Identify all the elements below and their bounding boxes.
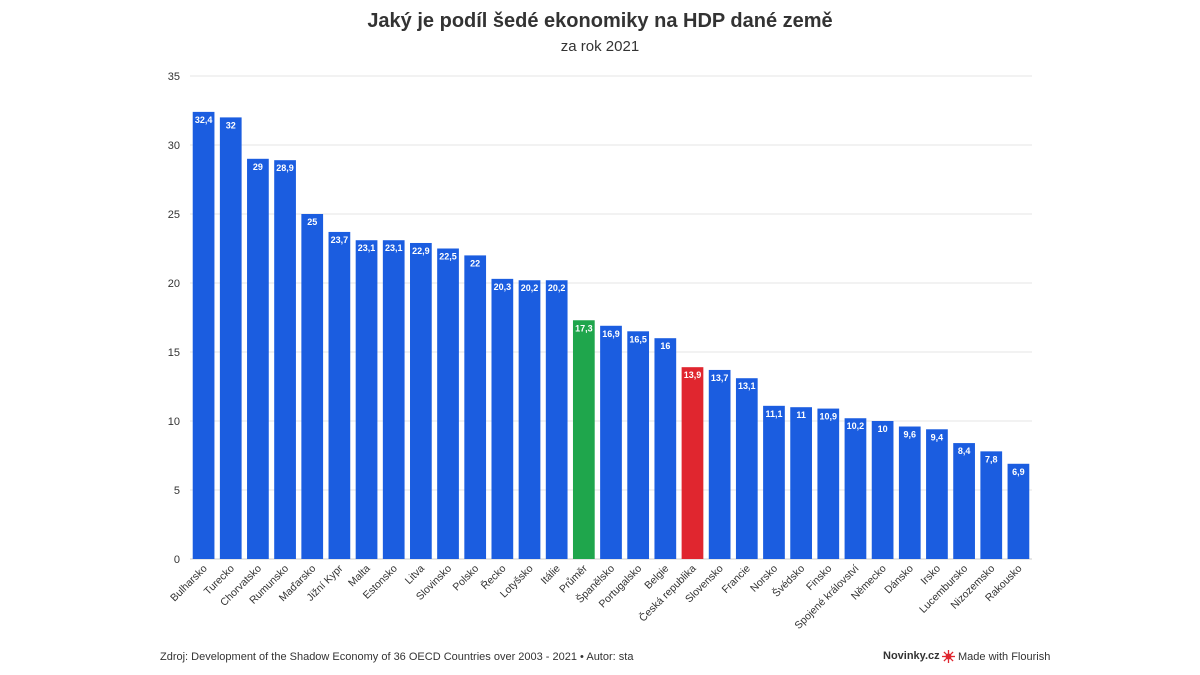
- flourish-label: Made with Flourish: [958, 650, 1051, 663]
- data-label: 20,2: [521, 283, 539, 293]
- bar: [844, 418, 867, 559]
- x-tick-label: Itálie: [539, 563, 563, 587]
- data-label: 10,2: [847, 421, 865, 431]
- data-label: 11,1: [765, 409, 782, 419]
- chart-subtitle: za rok 2021: [560, 38, 640, 55]
- y-tick-label: 15: [168, 347, 180, 359]
- data-label: 22,5: [439, 252, 457, 262]
- data-label: 32: [226, 120, 236, 130]
- bar: [410, 242, 432, 560]
- bar: [763, 405, 785, 559]
- bar: [545, 280, 568, 559]
- y-tick-label: 35: [168, 71, 180, 83]
- bar: [708, 369, 731, 559]
- x-tick-label: Polsko: [451, 563, 482, 594]
- category-labels: BulharskoTureckoChorvatskoRumunskoMaďars…: [168, 562, 1024, 632]
- data-label: 10,9: [820, 412, 838, 422]
- bar: [301, 214, 324, 559]
- bars: [192, 111, 1030, 560]
- bar: [735, 378, 758, 559]
- bar: [681, 367, 704, 559]
- data-label: 20,3: [494, 282, 512, 292]
- x-tick-label: Litva: [403, 563, 427, 587]
- data-label: 32,4: [195, 115, 213, 125]
- y-tick-label: 0: [174, 554, 180, 566]
- data-label: 23,1: [358, 243, 376, 253]
- data-label: 16,5: [629, 334, 647, 344]
- flourish-burst-icon: [942, 650, 955, 663]
- data-label: 29: [253, 162, 263, 172]
- bar: [491, 278, 514, 559]
- data-label: 23,7: [331, 235, 349, 245]
- bar: [627, 331, 650, 559]
- brand-link[interactable]: Novinky.cz: [883, 650, 940, 662]
- bar: [953, 443, 975, 559]
- data-label: 7,8: [985, 454, 998, 464]
- bar: [926, 429, 948, 559]
- data-label: 8,4: [958, 446, 971, 456]
- x-tick-label: Dánsko: [882, 563, 916, 597]
- bar: [600, 325, 622, 559]
- bar: [871, 421, 894, 559]
- data-label: 22,9: [412, 246, 430, 256]
- data-label: 9,6: [904, 430, 917, 440]
- value-labels: 32,4 32 29 28,9 25 23,7 23,1 23,1 22,9 22,5 22 20,3…: [195, 115, 1025, 477]
- data-label: 25: [307, 217, 317, 227]
- flourish-link[interactable]: Made with Flourish: [942, 650, 1050, 663]
- bar: [464, 255, 487, 559]
- data-label: 20,2: [548, 283, 566, 293]
- bar: [980, 451, 1003, 559]
- data-label: 22: [470, 258, 480, 268]
- data-label: 17,3: [575, 323, 593, 333]
- x-tick-label: Bulharsko: [168, 563, 210, 605]
- bar: [518, 280, 541, 559]
- data-label: 10: [878, 424, 888, 434]
- y-tick-label: 25: [168, 209, 180, 221]
- y-tick-label: 30: [168, 140, 180, 152]
- data-label: 13,9: [684, 370, 702, 380]
- bar: [572, 320, 595, 559]
- x-tick-label: Francie: [720, 563, 753, 596]
- bar: [437, 248, 459, 559]
- y-tick-label: 20: [168, 278, 180, 290]
- bar: [1007, 463, 1030, 559]
- bar: [328, 231, 351, 559]
- x-tick-label: Irsko: [918, 563, 943, 588]
- y-tick-label: 5: [174, 485, 180, 497]
- bar: [654, 338, 677, 559]
- y-axis-ticks: 0 5 10 15 20 25 30 35: [168, 71, 180, 566]
- data-label: 16: [660, 341, 670, 351]
- chart-title: Jaký je podíl šedé ekonomiky na HDP dané…: [367, 10, 833, 32]
- y-tick-label: 10: [168, 416, 180, 428]
- bar: [898, 426, 921, 559]
- bar: [219, 117, 242, 560]
- data-label: 13,7: [711, 373, 729, 383]
- data-label: 9,4: [931, 432, 944, 442]
- source-note: Zdroj: Development of the Shadow Economy…: [160, 651, 634, 663]
- data-label: 28,9: [276, 163, 294, 173]
- bar: [355, 240, 378, 559]
- bar: [382, 240, 405, 559]
- data-label: 16,9: [602, 329, 620, 339]
- bar: [192, 111, 215, 559]
- bar: [817, 408, 840, 559]
- data-label: 13,1: [738, 381, 756, 391]
- data-label: 23,1: [385, 243, 403, 253]
- data-label: 6,9: [1012, 467, 1025, 477]
- bar: [790, 407, 812, 559]
- bar: [247, 158, 269, 560]
- data-label: 11: [796, 410, 806, 420]
- bar: [274, 160, 296, 559]
